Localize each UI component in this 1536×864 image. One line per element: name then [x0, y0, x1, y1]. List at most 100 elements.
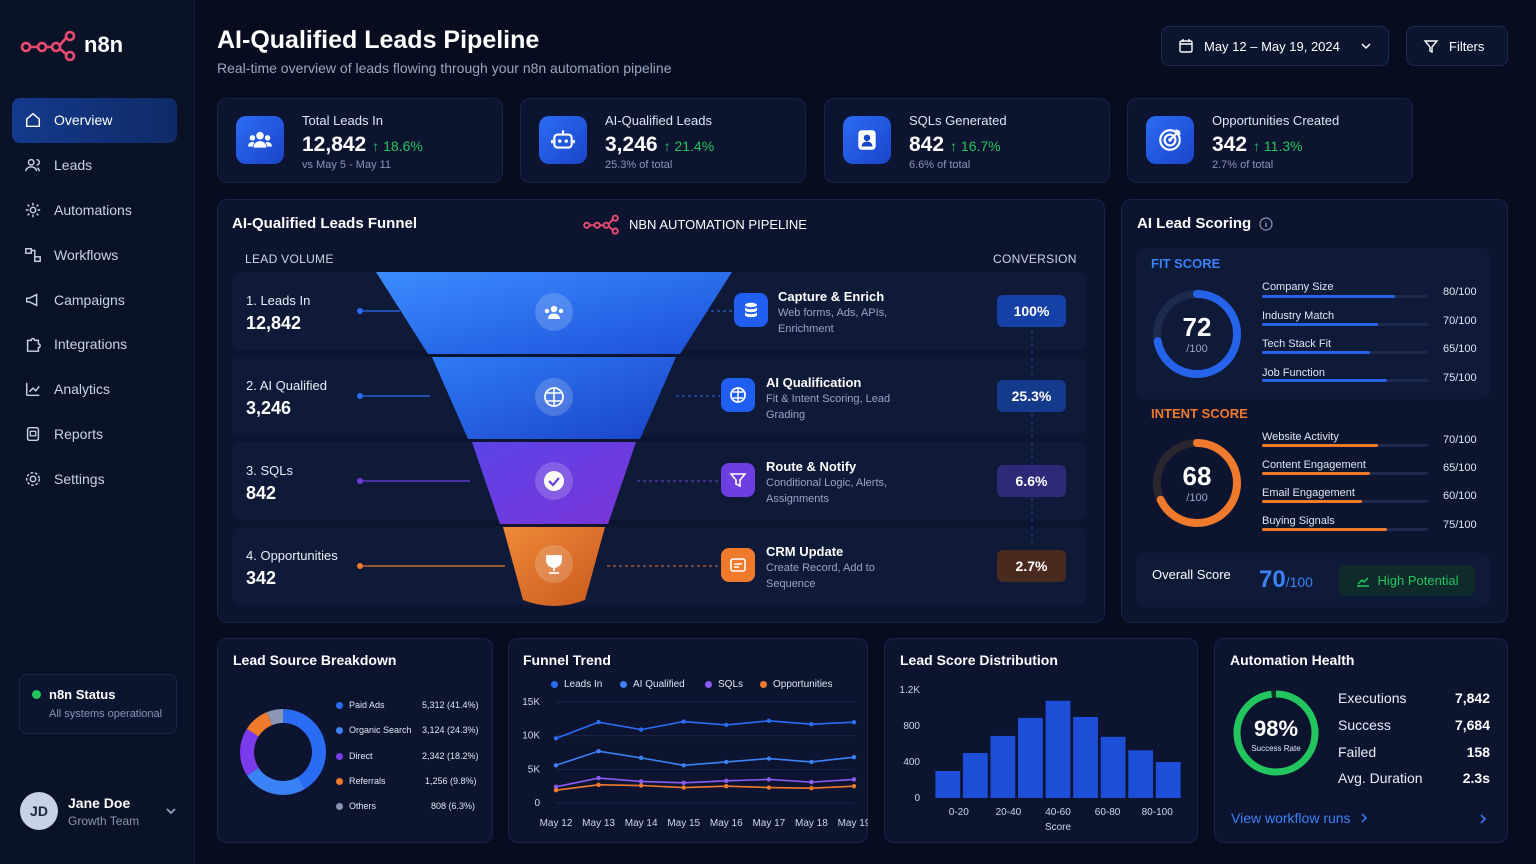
sidebar-item-settings[interactable]: Settings	[12, 456, 177, 501]
data-point	[638, 783, 644, 788]
metric-bar-fill	[1262, 379, 1387, 382]
brand-name: n8n	[84, 32, 124, 57]
histogram-bar	[935, 771, 961, 798]
legend-label: Paid Ads	[349, 700, 385, 710]
kpi-subtext: 2.7% of total	[1212, 159, 1274, 171]
page-title: AI-Qualified Leads Pipeline	[217, 26, 540, 54]
series-line	[555, 777, 855, 788]
sidebar-item-analytics[interactable]: Analytics	[12, 367, 177, 412]
data-point	[638, 779, 644, 784]
y-tick-label: 15K	[522, 697, 540, 708]
legend-ai-qualified: AI Qualified	[620, 679, 685, 690]
stage-name: 1. Leads In	[246, 293, 311, 308]
sidebar-item-automations[interactable]: Automations	[12, 188, 177, 233]
metric-bar-fill	[1262, 444, 1379, 447]
sidebar-item-label: Automations	[54, 201, 132, 218]
histogram-bar	[1100, 736, 1126, 798]
report-icon	[26, 426, 40, 441]
sidebar-item-workflows[interactable]: Workflows	[12, 232, 177, 277]
intent-score-value: 68	[1182, 461, 1212, 491]
data-point	[766, 785, 772, 790]
y-tick-label: 0	[914, 793, 920, 804]
sidebar-item-reports[interactable]: Reports	[12, 412, 177, 457]
n8n-logo-icon	[583, 214, 619, 235]
n8n-status-card[interactable]: n8n Status All systems operational	[19, 674, 177, 734]
legend-label: SQLs	[718, 679, 744, 690]
legend-others: Others	[336, 801, 376, 811]
info-icon[interactable]	[1259, 217, 1273, 231]
health-label: Executions	[1338, 690, 1407, 706]
link-label: View workflow runs	[1231, 810, 1351, 826]
chevron-down-icon	[166, 808, 176, 815]
kpi-delta: ↑ 11.3%	[1253, 138, 1303, 154]
user-menu[interactable]: JD Jane Doe Growth Team	[20, 792, 180, 830]
sidebar-item-label: Overview	[54, 112, 113, 129]
sidebar-item-integrations[interactable]: Integrations	[12, 322, 177, 367]
x-tick-label: May 12	[540, 818, 573, 829]
data-point	[596, 782, 601, 788]
chevron-down-icon	[1361, 43, 1371, 50]
intent-score-max: /100	[1186, 492, 1208, 504]
data-point	[596, 775, 601, 781]
status-title: n8n Status	[49, 687, 116, 702]
chevron-right-icon[interactable]	[1478, 814, 1488, 824]
data-point	[638, 755, 644, 761]
histogram-bar	[962, 753, 988, 798]
data-point	[724, 722, 729, 728]
funnel-stage-icons	[535, 293, 573, 583]
metric-bar	[1262, 528, 1428, 531]
metric-bar-fill	[1262, 500, 1362, 503]
status-subtitle: All systems operational	[49, 708, 163, 720]
y-tick-label: 5K	[528, 764, 541, 775]
metric-value: 70/100	[1443, 434, 1477, 446]
kpi-value: 3,246 ↑ 21.4%	[605, 133, 714, 157]
n8n-logo[interactable]: n8n	[20, 28, 123, 62]
x-tick-label: 0-20	[949, 807, 969, 818]
sidebar-item-leads[interactable]: Leads	[12, 143, 177, 188]
kpi-delta: ↑ 18.6%	[372, 138, 423, 154]
x-tick-label: 20-40	[996, 807, 1022, 818]
metric-bar	[1262, 500, 1428, 503]
kpi-card-sqls[interactable]: SQLs Generated 842 ↑ 16.7% 6.6% of total	[824, 98, 1110, 183]
legend-opportunities: Opportunities	[760, 679, 832, 690]
kpi-delta: ↑ 16.7%	[950, 138, 1001, 154]
sidebar-item-label: Leads	[54, 157, 93, 174]
legend-label: Opportunities	[773, 679, 833, 690]
kpi-label: AI-Qualified Leads	[605, 113, 712, 128]
puzzle-icon	[26, 338, 41, 353]
workflow-icon	[25, 247, 41, 262]
legend-value: 1,256 (9.8%)	[425, 776, 477, 786]
legend-leads-in: Leads In	[551, 679, 602, 690]
legend-label: Leads In	[564, 679, 603, 690]
kpi-card-ai-qualified[interactable]: AI-Qualified Leads 3,246 ↑ 21.4% 25.3% of…	[520, 98, 806, 183]
lead-source-title: Lead Source Breakdown	[233, 652, 397, 668]
kpi-number: 842	[909, 133, 945, 156]
sidebar-item-campaigns[interactable]: Campaigns	[12, 277, 177, 322]
conversion-badge: 6.6%	[997, 465, 1066, 497]
kpi-card-total-leads[interactable]: Total Leads In 12,842 ↑ 18.6% vs May 5 - …	[217, 98, 503, 183]
metric-name: Tech Stack Fit	[1262, 338, 1332, 350]
date-range-picker[interactable]: May 12 – May 19, 2024	[1161, 26, 1389, 66]
data-point	[809, 785, 814, 791]
kpi-card-opportunities[interactable]: Opportunities Created 342 ↑ 11.3% 2.7% of…	[1127, 98, 1413, 183]
stage-name: 4. Opportunities	[246, 548, 338, 563]
health-label: Failed	[1338, 744, 1377, 760]
intent-score-label: INTENT SCORE	[1151, 406, 1248, 421]
legend-label: Organic Search	[349, 725, 412, 735]
view-workflow-runs-link[interactable]: View workflow runs	[1231, 810, 1369, 826]
legend-label: Referrals	[349, 776, 386, 786]
sidebar-item-overview[interactable]: Overview	[12, 98, 177, 143]
metric-bar	[1262, 323, 1428, 326]
n8n-logo-icon	[20, 30, 76, 62]
target-icon	[1146, 116, 1194, 164]
filters-button[interactable]: Filters	[1406, 26, 1508, 66]
histogram-bar	[1073, 717, 1098, 798]
x-tick-label: May 13	[582, 818, 615, 829]
data-point	[681, 785, 686, 790]
intent-ring-arc	[1153, 439, 1241, 527]
database-icon	[734, 293, 768, 327]
data-point	[766, 718, 772, 724]
conversion-badge: 2.7%	[997, 550, 1066, 582]
filters-label: Filters	[1449, 38, 1485, 54]
step-title: Route & Notify	[766, 459, 857, 474]
